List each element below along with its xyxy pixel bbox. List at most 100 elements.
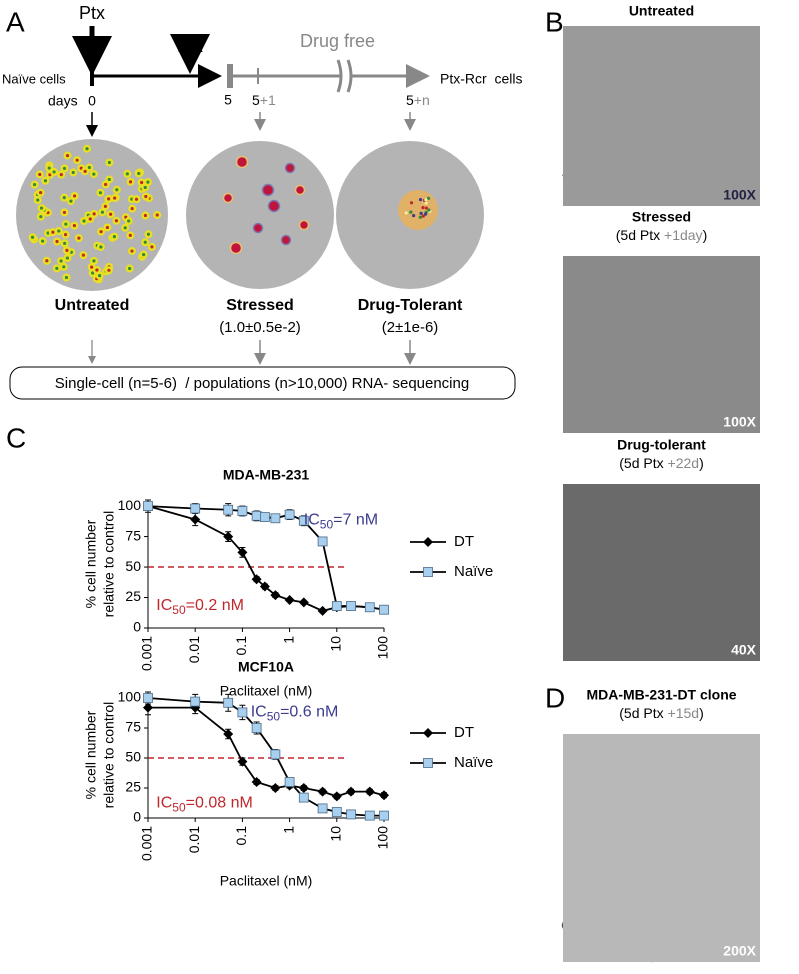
cell-core [90,265,94,269]
y-tick-label: 25 [125,779,141,795]
tolerant-cell [404,211,408,215]
tolerant-cell [424,201,428,205]
data-point [298,515,309,526]
cell-core [99,230,103,234]
data-point [364,786,375,797]
sequencing-label: Single-cell (n=5-6) / populations (n>10,… [55,375,469,392]
legend-marker [423,567,433,577]
cell-core [143,240,147,244]
magnification: 100X [723,187,756,203]
cell-core [98,191,103,195]
data-point [270,590,281,601]
data-point [237,756,248,767]
y-tick-label: 0 [133,619,141,635]
data-point [190,696,201,707]
x-axis-label: Paclitaxel (nM) [220,683,313,699]
data-point [143,693,153,703]
x-tick-label: 10 [328,636,344,652]
cell-core [39,215,43,219]
annotation: IC50=0.6 nM [251,704,339,724]
cell-core [65,248,69,253]
subtitle-part: +15d [668,705,700,721]
annotation-part: =0.6 nM [280,704,338,721]
day-label: 5+1 [252,92,276,108]
x-tick-label: 0.1 [233,636,249,656]
tolerant-cell [418,215,422,219]
data-point [298,783,309,793]
cell-core [142,252,146,257]
chart-title: MDA-MB-231 [223,467,310,483]
y-tick-label: 25 [125,588,141,604]
data-point [237,547,248,558]
cell-core [88,217,92,221]
data-point [237,506,248,516]
cell-core [107,268,111,272]
data-point [259,581,270,592]
data-point [298,597,309,608]
data-point [317,786,328,797]
annotation-part: IC [156,795,172,812]
naive-label: Naïve cells [2,71,66,86]
annotation-part: IC [156,597,172,614]
cell-core [125,172,129,176]
cell-core [137,171,141,176]
cell-core [105,225,110,230]
cell-core [115,188,119,192]
cell-core [62,265,66,269]
annotation-part: IC [304,512,320,529]
x-tick-label: 100 [375,826,391,850]
data-point [251,510,262,521]
cell-core [128,266,132,271]
panel-label: A [6,6,25,37]
cell-core [134,197,139,201]
dish-sublabel: (1.0±0.5e-2) [219,319,301,336]
day-offset: +n [414,92,430,108]
data-point [331,601,342,611]
data-point [143,501,153,511]
timeline: Ptx Ptx Drug free Naïve cells days 0 5 5… [2,3,522,137]
drug-free-label: Drug free [300,31,375,51]
data-point [284,594,295,605]
cell-core [62,196,66,200]
y-tick-label: 75 [125,719,141,735]
legend-marker [423,537,433,547]
days-label: days [48,93,78,109]
sequencing-box [9,366,516,400]
micrograph [563,734,760,962]
cell-core [127,219,131,223]
x-tick-label: 10 [328,826,344,842]
cell-core [71,170,75,175]
day-label: 5 [224,92,232,108]
rcr-label: Ptx-Rcr cells [440,71,522,87]
tolerant-cell [423,212,428,216]
cell-core [52,170,56,174]
cell-core [112,235,117,239]
cell-core [155,213,159,217]
cell-core [64,275,69,280]
day-label: 5+n [406,92,430,108]
panel-label: C [6,422,26,453]
cell-core [146,232,151,236]
tolerant-cell [424,206,428,210]
y-tick-label: 50 [125,749,141,765]
legend-marker [423,728,433,738]
cell-core [104,182,108,187]
data-point [364,810,375,821]
tolerant-cell [424,198,428,202]
data-point [346,601,356,611]
data-point [270,783,281,793]
cell-core [69,199,73,203]
data-point [379,604,389,615]
stressed-cell [235,155,249,169]
stressed-cell [222,192,234,204]
cell-core [82,219,86,223]
panel-label: D [545,682,565,713]
micrograph-title: Stressed [632,209,691,225]
cell-core [59,259,63,263]
data-point [284,777,295,787]
cell-core [103,204,107,208]
y-axis-label: % cell number [83,710,99,799]
cell-core [55,266,59,270]
cell-core [123,226,127,230]
